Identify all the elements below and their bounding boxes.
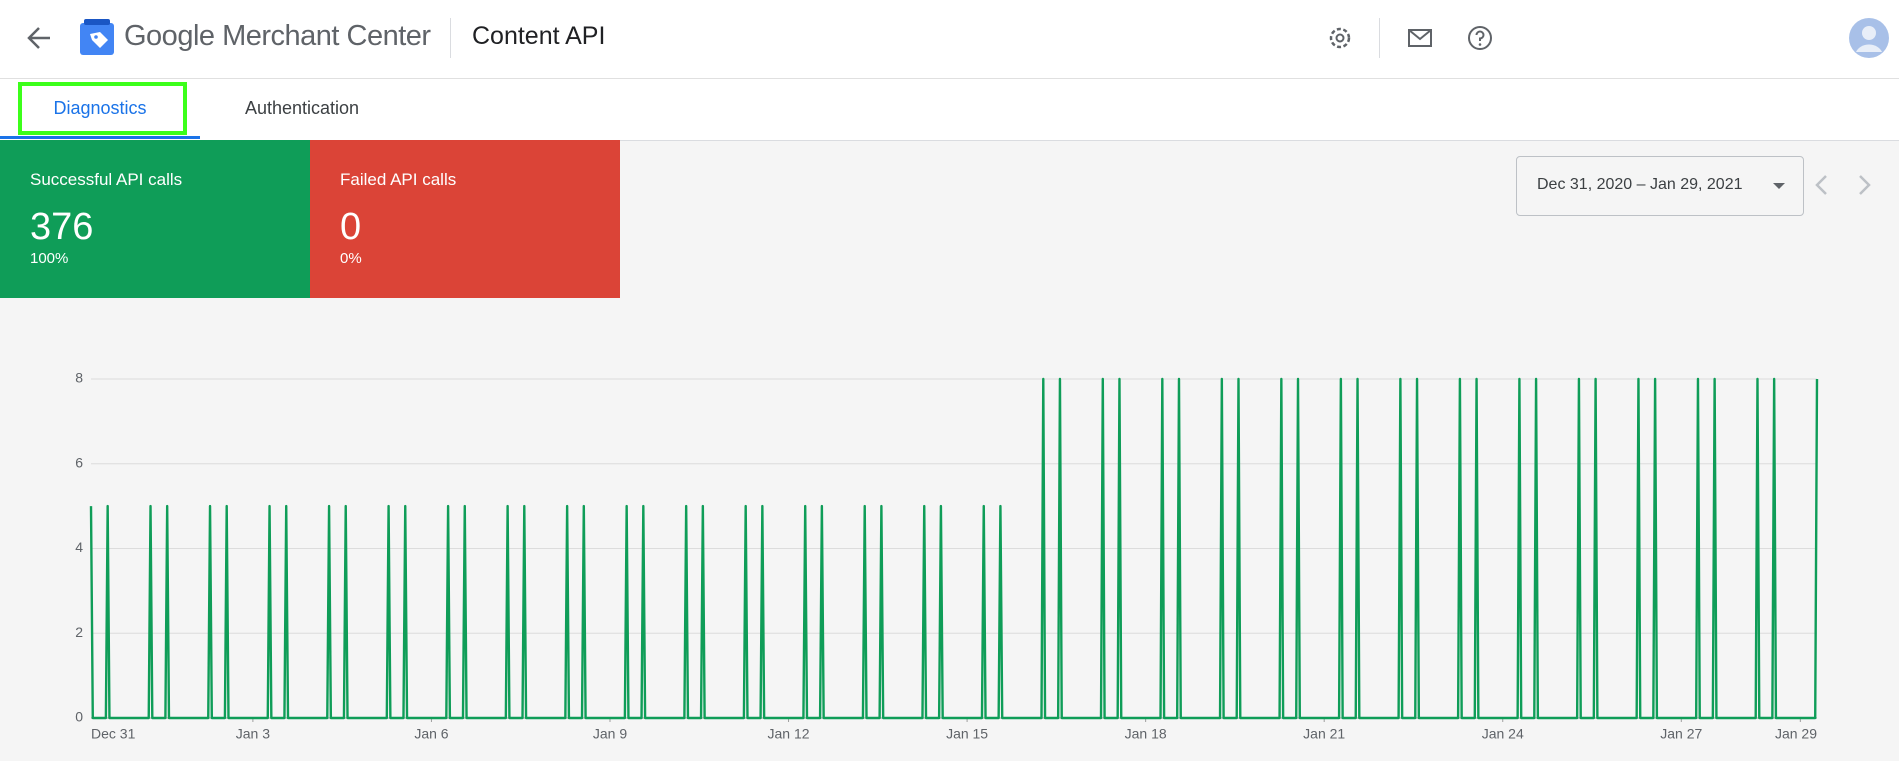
x-tick-label: Jan 9: [593, 726, 627, 742]
highlight-box: [18, 82, 187, 135]
x-tick-label: Jan 24: [1482, 726, 1524, 742]
tab-indicator: [0, 136, 200, 139]
y-tick-label: 2: [75, 624, 83, 640]
prev-button[interactable]: [1807, 170, 1837, 200]
success-card: Successful API calls 376 100%: [0, 140, 310, 298]
avatar[interactable]: [1847, 16, 1891, 60]
data-line: [89, 377, 1819, 720]
y-tick-label: 6: [75, 454, 83, 470]
tab[interactable]: Authentication: [244, 98, 360, 118]
y-tick-label: 0: [75, 709, 83, 725]
x-tick-label: Jan 18: [1125, 726, 1167, 742]
x-tick-label: Jan 29: [1775, 726, 1817, 742]
date-range: Dec 31, 2020 – Jan 29, 2021: [1537, 176, 1743, 193]
x-tick-label: Jan 27: [1660, 726, 1702, 742]
header: Google Merchant Center Content API: [0, 0, 1899, 79]
x-tick-label: Jan 3: [236, 726, 270, 742]
card-value: 376: [30, 206, 94, 248]
y-tick-label: 8: [75, 370, 83, 386]
back-button[interactable]: [10, 0, 70, 78]
help-icon[interactable]: [1462, 20, 1498, 56]
card-value: 0: [340, 206, 362, 248]
x-tick-label: Jan 15: [946, 726, 988, 742]
tab-bar: Diagnostics Authentication: [0, 79, 1899, 141]
x-tick-label: Jan 6: [414, 726, 448, 742]
divider: [450, 18, 451, 58]
mail-icon[interactable]: [1402, 20, 1438, 56]
dropdown-arrow: [1773, 183, 1785, 189]
date-range-picker[interactable]: Dec 31, 2020 – Jan 29, 2021: [1516, 156, 1804, 216]
x-tick-label: Jan 12: [768, 726, 810, 742]
logo: [80, 19, 114, 55]
x-tick-label: Dec 31: [91, 726, 136, 742]
brand-title: Google Merchant Center: [124, 20, 431, 52]
y-tick-label: 4: [75, 539, 83, 555]
tab[interactable]: Diagnostics: [53, 98, 147, 118]
settings-icon[interactable]: [1322, 20, 1358, 56]
card-label: Successful API calls: [30, 170, 183, 189]
card-percent: 100%: [30, 250, 69, 267]
next-button[interactable]: [1849, 170, 1879, 200]
card-percent: 0%: [340, 250, 362, 267]
x-tick-label: Jan 21: [1303, 726, 1345, 742]
page-title: Content API: [472, 22, 606, 50]
card-label: Failed API calls: [340, 170, 457, 189]
failed-card: Failed API calls 0 0%: [310, 140, 620, 298]
divider: [1379, 18, 1380, 58]
